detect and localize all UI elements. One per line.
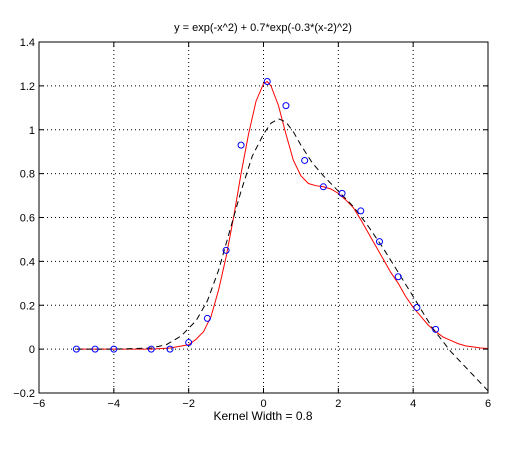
- data-point-marker: [147, 345, 155, 353]
- data-point-marker: [413, 303, 421, 311]
- data-point-marker: [301, 156, 309, 164]
- data-point-marker: [166, 345, 174, 353]
- data-point-marker: [394, 273, 402, 281]
- solid-series-line: [76, 80, 489, 350]
- y-tick-label: 0.6: [20, 213, 35, 225]
- data-point-marker: [375, 238, 383, 246]
- x-tick-label: −4: [108, 398, 121, 410]
- y-tick-label: 0.4: [20, 256, 35, 268]
- data-point-marker: [72, 345, 80, 353]
- series-layer: [72, 77, 489, 392]
- data-point-marker: [237, 141, 245, 149]
- x-tick-label: −2: [182, 398, 195, 410]
- data-point-marker: [110, 345, 118, 353]
- x-tick-label: 6: [485, 398, 491, 410]
- data-point-marker: [91, 345, 99, 353]
- tick-labels: −6 −4 −2 0 2 4 6 −0.2 0 0.2 0.4 0.6 0.8 1 1.2 1.4: [13, 37, 491, 410]
- data-point-marker: [319, 183, 327, 191]
- y-tick-label: −0.2: [13, 388, 35, 400]
- data-point-marker: [282, 102, 290, 110]
- y-tick-label: 0.8: [20, 169, 35, 181]
- data-point-marker: [338, 189, 346, 197]
- chart-title: y = exp(-x^2) + 0.7*exp(-0.3*(x-2)^2): [174, 22, 352, 34]
- data-point-marker: [185, 339, 193, 347]
- data-point-marker: [263, 77, 271, 85]
- grid: [39, 42, 488, 393]
- data-point-marker: [203, 314, 211, 322]
- dashed-series-line: [76, 118, 489, 392]
- data-point-marker: [222, 246, 230, 254]
- x-tick-label: 0: [260, 398, 266, 410]
- x-tick-label: −6: [33, 398, 46, 410]
- y-tick-label: 1: [29, 125, 35, 137]
- data-point-marker: [432, 325, 440, 333]
- x-tick-label: 2: [335, 398, 341, 410]
- y-tick-label: 0.2: [20, 300, 35, 312]
- data-point-marker: [357, 207, 365, 215]
- ticks: [38, 41, 489, 394]
- y-tick-label: 0: [29, 344, 35, 356]
- x-tick-label: 4: [410, 398, 416, 410]
- y-tick-label: 1.2: [20, 81, 35, 93]
- y-tick-label: 1.4: [20, 37, 35, 49]
- x-axis-label: Kernel Width = 0.8: [213, 409, 312, 423]
